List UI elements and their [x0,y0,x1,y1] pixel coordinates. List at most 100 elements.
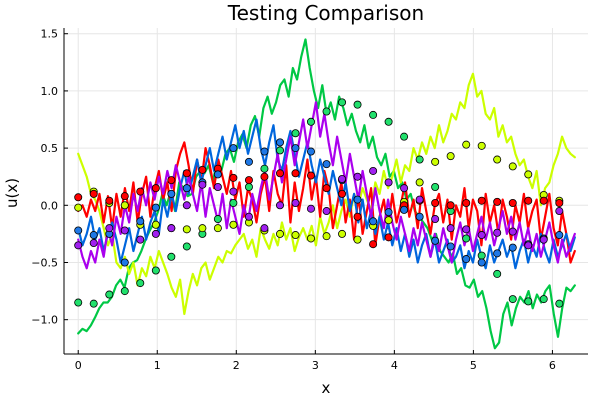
data-point-purple [353,172,362,181]
data-point-blue [493,249,502,258]
data-point-blue [167,189,176,198]
data-point-yellow [338,229,347,238]
ticks: 0 1 2 3 4 5 6 −1.0 −0.5 0.0 0.5 1.0 1.5 [31,28,556,372]
data-point-purple [524,241,533,250]
data-point-green [229,199,238,208]
data-point-red [291,169,300,178]
data-point-yellow [524,170,533,179]
y-axis-label: u(x) [3,178,21,208]
data-point-yellow [120,201,129,210]
data-point-red [524,196,533,205]
data-point-yellow [213,224,222,233]
data-point-purple [369,166,378,175]
x-tick-label: 0 [75,359,82,372]
data-point-green [400,132,409,141]
data-point-yellow [306,234,315,243]
data-point-yellow [384,216,393,225]
data-point-blue [462,255,471,264]
data-point-blue [151,203,160,212]
data-point-red [539,196,548,205]
y-tick-label: 1.0 [41,85,59,98]
data-point-blue [508,243,517,252]
data-point-blue [555,231,564,240]
data-point-green [508,295,517,304]
series-line-yellow [77,72,576,316]
data-point-green [167,252,176,261]
data-point-purple [555,207,564,216]
data-point-green [415,155,424,164]
x-tick-label: 1 [154,359,161,372]
data-point-blue [353,195,362,204]
data-point-blue [244,157,253,166]
data-point-red [493,197,502,206]
data-point-red [229,173,238,182]
data-point-green [105,290,114,299]
data-point-red [306,171,315,180]
data-point-green [276,146,285,155]
data-point-blue [431,236,440,245]
data-point-green [244,182,253,191]
data-point-yellow [151,220,160,229]
data-point-green [182,242,191,251]
axes [63,28,588,355]
data-point-blue [384,208,393,217]
data-point-red [120,192,129,201]
data-point-purple [120,226,129,235]
data-point-red [244,176,253,185]
data-point-green [477,251,486,260]
data-point-blue [182,184,191,193]
data-point-red [508,199,517,208]
x-tick-label: 3 [312,359,319,372]
y-tick-label: 0.0 [41,199,59,212]
data-point-purple [322,207,331,216]
x-axis-label: x [322,379,331,397]
data-point-blue [415,212,424,221]
data-point-red [431,199,440,208]
data-point-purple [400,184,409,193]
data-point-blue [120,258,129,267]
data-point-red [136,187,145,196]
data-point-yellow [493,155,502,164]
data-point-green [120,287,129,296]
data-point-purple [213,182,222,191]
data-point-green [306,117,315,126]
data-point-red [446,201,455,210]
data-point-blue [477,258,486,267]
data-point-green [462,234,471,243]
data-point-purple [306,204,315,213]
data-point-purple [462,225,471,234]
data-point-purple [477,231,486,240]
data-point-purple [74,241,83,250]
data-point-red [384,233,393,242]
data-point-green [369,110,378,119]
data-point-blue [136,217,145,226]
data-point-purple [493,228,502,237]
data-point-blue [291,144,300,153]
data-point-yellow [415,178,424,187]
series-line-purple [77,101,576,270]
x-tick-label: 5 [470,359,477,372]
data-point-yellow [353,235,362,244]
data-point-blue [89,231,98,240]
data-point-purple [415,195,424,204]
data-point-green [555,299,564,308]
data-point-purple [260,224,269,233]
data-point-yellow [276,229,285,238]
data-point-red [369,240,378,249]
data-point-blue [322,160,331,169]
data-point-purple [431,215,440,224]
data-point-blue [369,217,378,226]
data-point-purple [508,227,517,236]
data-point-red [89,189,98,198]
data-point-blue [229,144,238,153]
data-point-red [462,199,471,208]
data-point-blue [213,170,222,179]
data-point-red [322,184,331,193]
data-point-purple [276,201,285,210]
x-tick-label: 4 [391,359,398,372]
y-tick-label: 1.5 [41,28,59,41]
data-point-green [74,298,83,307]
data-point-green [136,279,145,288]
data-point-yellow [322,232,331,241]
data-point-purple [338,174,347,183]
